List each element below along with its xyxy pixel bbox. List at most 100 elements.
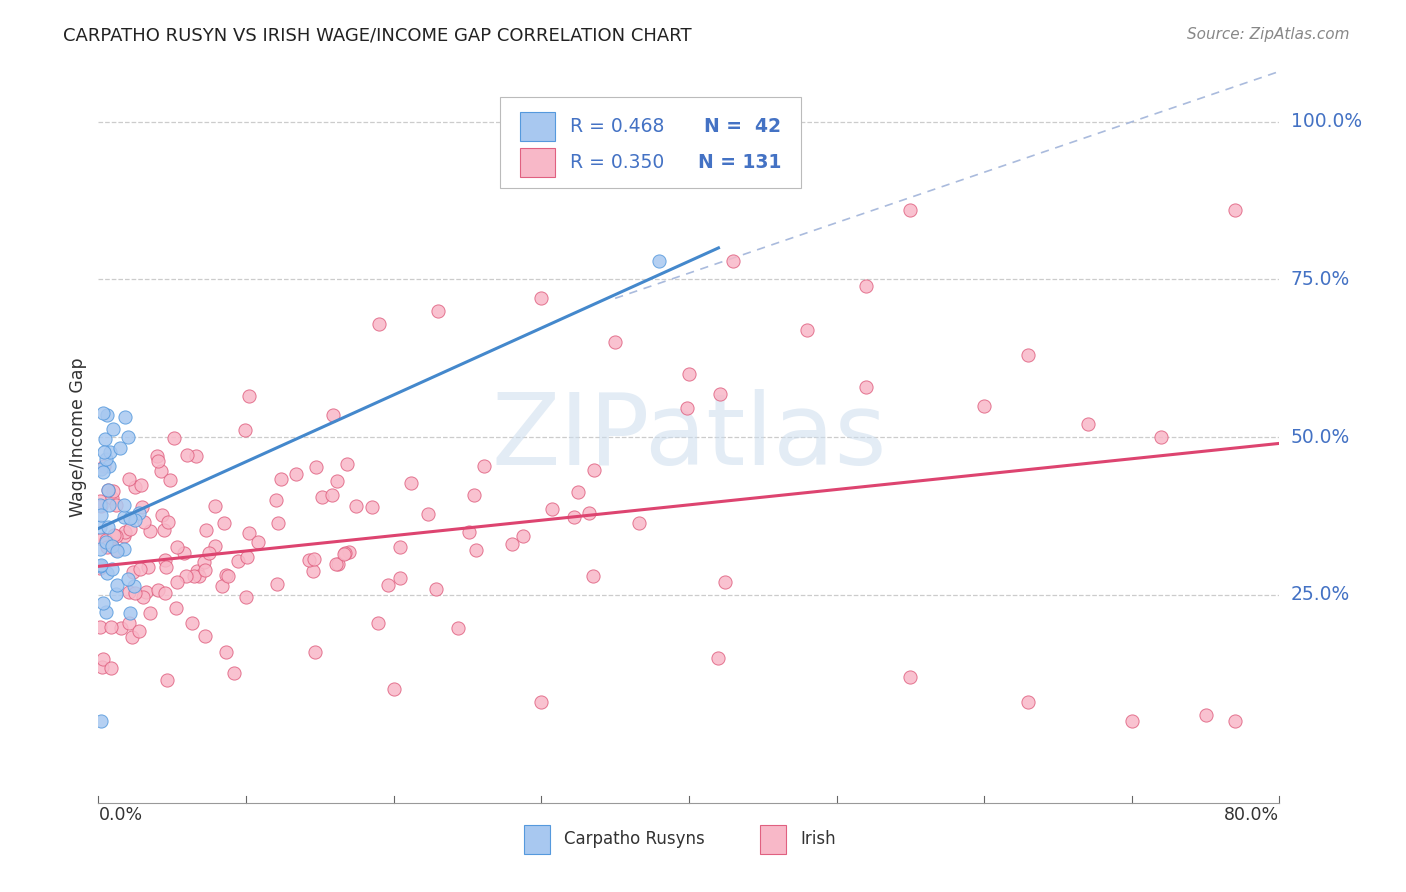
Point — [104, 542, 127, 557]
Point — [183, 569, 205, 583]
Point — [112, 529, 135, 543]
Point — [121, 631, 143, 645]
Point — [100, 661, 122, 675]
Point — [112, 510, 135, 524]
Point — [128, 506, 150, 520]
Point — [530, 291, 553, 305]
Point — [855, 278, 877, 293]
Point — [139, 524, 162, 539]
Point — [101, 562, 124, 576]
Point — [166, 541, 188, 555]
Point — [678, 367, 700, 381]
Point — [582, 568, 605, 582]
Point — [512, 529, 534, 543]
Point — [304, 645, 326, 659]
Text: 100.0%: 100.0% — [1291, 112, 1361, 131]
Point — [153, 553, 176, 567]
Text: R = 0.468: R = 0.468 — [569, 117, 664, 136]
Point — [135, 585, 157, 599]
Point — [973, 399, 995, 413]
Point — [152, 508, 174, 522]
Point — [418, 507, 440, 521]
Point — [150, 464, 173, 478]
Text: R = 0.350: R = 0.350 — [569, 153, 664, 172]
Point — [233, 423, 256, 437]
Point — [501, 537, 523, 551]
Point — [89, 561, 111, 575]
Point — [628, 516, 651, 530]
Point — [93, 444, 115, 458]
Point — [124, 586, 146, 600]
Point — [713, 574, 735, 589]
Point — [377, 578, 399, 592]
Text: N = 131: N = 131 — [697, 153, 782, 172]
Point — [165, 600, 187, 615]
Point — [1077, 417, 1099, 432]
Point — [124, 513, 146, 527]
Point — [472, 459, 495, 474]
Point — [93, 458, 115, 473]
Point — [118, 615, 141, 630]
Text: ZIPatlas: ZIPatlas — [491, 389, 887, 485]
Point — [425, 582, 447, 596]
Point — [110, 621, 132, 635]
Point — [325, 557, 347, 571]
Point — [709, 387, 731, 401]
Point — [238, 526, 260, 541]
Text: CARPATHO RUSYN VS IRISH WAGE/INCOME GAP CORRELATION CHART: CARPATHO RUSYN VS IRISH WAGE/INCOME GAP … — [63, 27, 692, 45]
Point — [156, 516, 179, 530]
Point — [333, 547, 356, 561]
Point — [1195, 707, 1218, 722]
Point — [114, 524, 136, 539]
Point — [118, 585, 141, 599]
Point — [131, 591, 153, 605]
Point — [302, 551, 325, 566]
Point — [266, 577, 288, 591]
Point — [105, 587, 128, 601]
Point — [90, 462, 112, 476]
Point — [96, 566, 118, 581]
Point — [344, 499, 367, 513]
Point — [264, 493, 287, 508]
Point — [89, 498, 111, 512]
Point — [132, 515, 155, 529]
Point — [900, 203, 922, 218]
Point — [368, 317, 391, 331]
Point — [94, 432, 117, 446]
Point — [401, 475, 423, 490]
Point — [311, 490, 333, 504]
Point — [212, 516, 235, 531]
Point — [101, 484, 124, 499]
Point — [103, 422, 125, 436]
Point — [335, 458, 357, 472]
Point — [337, 545, 360, 559]
Point — [96, 533, 118, 547]
Point — [1018, 695, 1040, 709]
Point — [322, 409, 344, 423]
Point — [186, 449, 208, 463]
Point — [297, 552, 319, 566]
Point — [96, 408, 118, 422]
Point — [91, 406, 114, 420]
Point — [129, 478, 152, 492]
Point — [463, 488, 485, 502]
Point — [128, 561, 150, 575]
Point — [285, 467, 308, 481]
Point — [222, 666, 245, 681]
Point — [187, 568, 209, 582]
Point — [89, 619, 111, 633]
Point — [136, 559, 159, 574]
Point — [100, 537, 122, 551]
Point — [98, 498, 121, 512]
Point — [326, 474, 349, 488]
Point — [195, 523, 218, 537]
Point — [855, 379, 877, 393]
Point — [156, 673, 179, 687]
Point — [103, 528, 125, 542]
Point — [707, 650, 730, 665]
Point — [204, 539, 226, 553]
Point — [176, 448, 198, 462]
Point — [91, 465, 114, 479]
Point — [89, 559, 111, 574]
Point — [1018, 348, 1040, 362]
